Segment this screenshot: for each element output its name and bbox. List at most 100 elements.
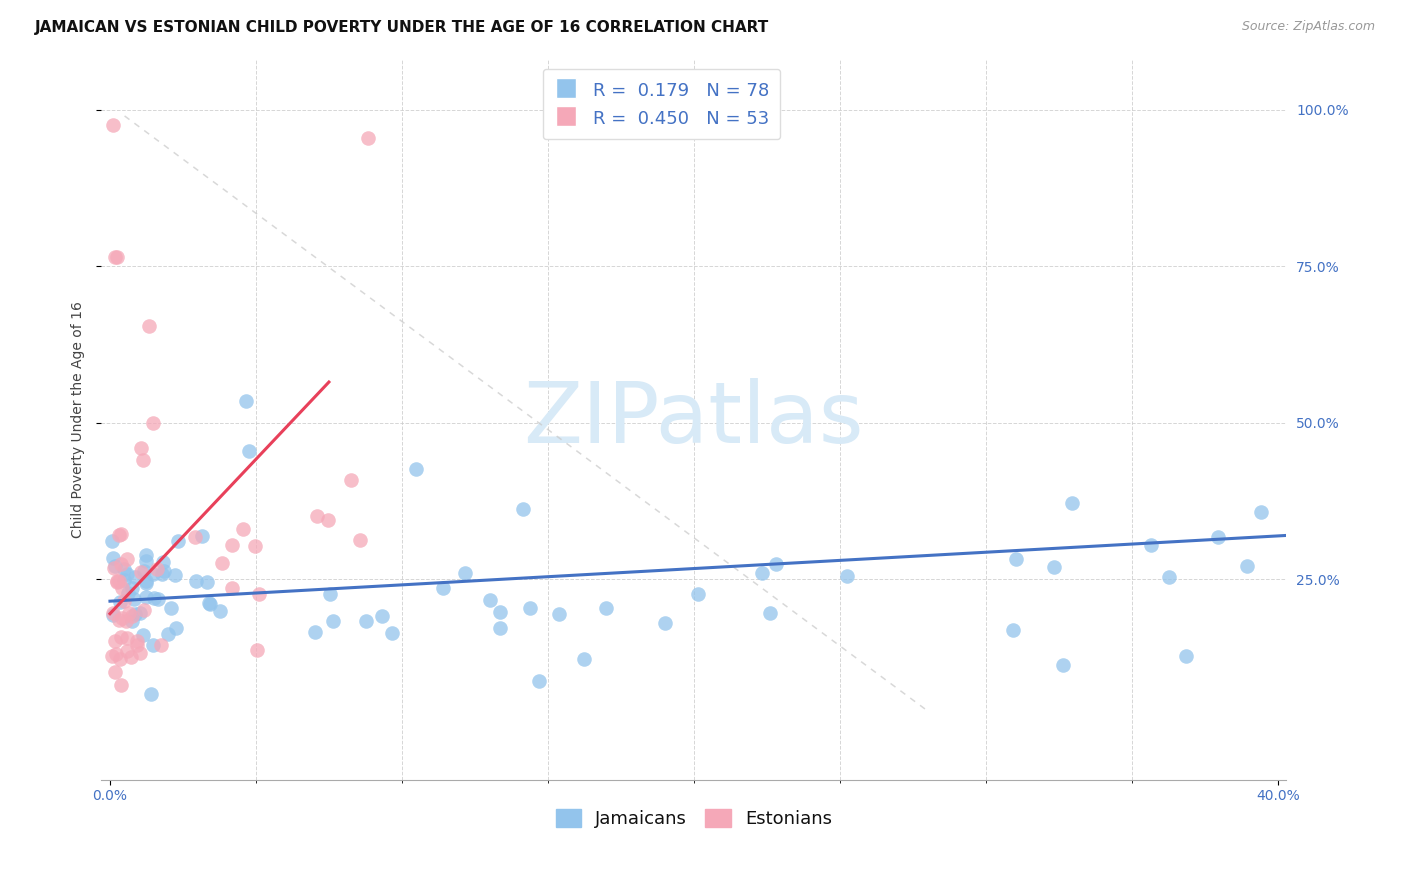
- Point: [135, 590, 157, 604]
- Point: [354, 614, 377, 628]
- Point: [129, 565, 152, 579]
- Text: JAMAICAN VS ESTONIAN CHILD POVERTY UNDER THE AGE OF 16 CORRELATION CHART: JAMAICAN VS ESTONIAN CHILD POVERTY UNDER…: [35, 20, 769, 35]
- Point: [1005, 552, 1028, 566]
- Point: [124, 607, 146, 621]
- Point: [118, 606, 141, 620]
- Point: [238, 444, 260, 458]
- Point: [211, 556, 233, 570]
- Point: [489, 605, 512, 619]
- Point: [135, 574, 157, 588]
- Point: [132, 564, 155, 578]
- Point: [1175, 649, 1198, 664]
- Point: [105, 250, 128, 264]
- Point: [512, 501, 534, 516]
- Point: [198, 596, 221, 610]
- Point: [120, 649, 142, 664]
- Point: [349, 533, 371, 547]
- Point: [221, 582, 243, 596]
- Point: [478, 593, 501, 607]
- Point: [152, 564, 174, 578]
- Point: [101, 606, 124, 620]
- Point: [110, 557, 132, 571]
- Point: [1001, 624, 1024, 638]
- Point: [758, 607, 780, 621]
- Point: [101, 607, 124, 622]
- Point: [235, 393, 257, 408]
- Point: [165, 567, 187, 582]
- Point: [654, 615, 676, 630]
- Point: [160, 601, 183, 615]
- Point: [121, 608, 143, 623]
- Point: [128, 607, 150, 621]
- Point: [117, 631, 139, 645]
- Text: ZIPatlas: ZIPatlas: [523, 378, 865, 461]
- Point: [104, 647, 127, 661]
- Point: [191, 528, 214, 542]
- Point: [243, 539, 266, 553]
- Point: [184, 530, 207, 544]
- Point: [304, 624, 326, 639]
- Point: [1043, 560, 1066, 574]
- Y-axis label: Child Poverty Under the Age of 16: Child Poverty Under the Age of 16: [72, 301, 86, 538]
- Point: [371, 608, 394, 623]
- Point: [340, 473, 363, 487]
- Point: [751, 566, 773, 580]
- Point: [142, 639, 165, 653]
- Point: [131, 441, 153, 455]
- Point: [103, 550, 125, 565]
- Point: [146, 592, 169, 607]
- Point: [132, 453, 155, 467]
- Point: [1250, 505, 1272, 519]
- Point: [127, 638, 149, 652]
- Point: [246, 643, 269, 657]
- Point: [112, 594, 135, 608]
- Point: [104, 559, 127, 574]
- Point: [135, 548, 157, 562]
- Point: [117, 644, 139, 658]
- Point: [142, 416, 165, 430]
- Point: [108, 651, 131, 665]
- Point: [103, 119, 125, 133]
- Point: [527, 674, 550, 689]
- Point: [117, 586, 139, 600]
- Point: [107, 613, 129, 627]
- Point: [519, 601, 541, 615]
- Point: [221, 537, 243, 551]
- Point: [208, 603, 231, 617]
- Point: [318, 513, 340, 527]
- Point: [146, 562, 169, 576]
- Point: [105, 574, 128, 589]
- Point: [184, 574, 207, 589]
- Point: [686, 587, 709, 601]
- Point: [101, 648, 124, 663]
- Point: [132, 627, 155, 641]
- Legend: Jamaicans, Estonians: Jamaicans, Estonians: [548, 802, 839, 836]
- Point: [104, 250, 127, 264]
- Point: [121, 581, 143, 595]
- Point: [103, 665, 125, 679]
- Point: [129, 647, 152, 661]
- Point: [1236, 558, 1258, 573]
- Point: [307, 508, 329, 523]
- Point: [152, 555, 174, 569]
- Point: [138, 318, 160, 333]
- Point: [132, 603, 155, 617]
- Point: [166, 534, 188, 549]
- Point: [110, 595, 132, 609]
- Point: [104, 633, 127, 648]
- Point: [110, 526, 132, 541]
- Point: [765, 557, 787, 571]
- Point: [117, 566, 139, 581]
- Point: [135, 576, 157, 591]
- Point: [121, 614, 143, 628]
- Point: [149, 639, 172, 653]
- Point: [488, 621, 510, 635]
- Point: [157, 627, 180, 641]
- Point: [103, 561, 125, 575]
- Point: [143, 591, 166, 606]
- Point: [112, 562, 135, 576]
- Point: [108, 574, 131, 588]
- Point: [100, 534, 122, 549]
- Point: [1159, 569, 1181, 583]
- Point: [142, 566, 165, 581]
